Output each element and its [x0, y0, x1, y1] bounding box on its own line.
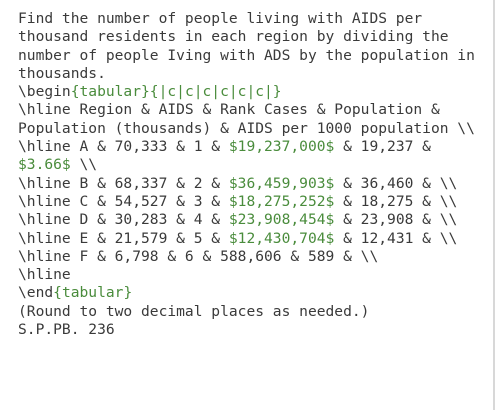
code-highlight: $23,908,454$	[228, 211, 335, 229]
text-line: \hline A & 70,333 & 1 & $19,237,000$ & 1…	[18, 138, 493, 156]
code-highlight: {tabular}	[53, 284, 133, 302]
text-segment: number of people Iving with ADS by the p…	[18, 46, 475, 64]
text-segment: \hline B & 68,337 & 2 &	[18, 174, 229, 192]
text-segment: (Round to two decimal places as needed.)	[18, 302, 370, 320]
text-segment: \hline D & 30,283 & 4 &	[18, 211, 229, 229]
text-segment: \hline Region & AIDS & Rank Cases & Popu…	[18, 101, 440, 119]
text-segment: \hline A & 70,333 & 1 &	[18, 138, 229, 156]
code-highlight: $12,430,704$	[228, 229, 335, 247]
text-segment: & 36,460 & \\	[334, 174, 458, 192]
text-line: \end{tabular}	[18, 284, 493, 302]
code-highlight: {tabular}{|c|c|c|c|c|c|}	[70, 83, 282, 101]
code-highlight: $18,275,252$	[228, 192, 335, 210]
text-segment: thousands.	[18, 64, 106, 82]
text-segment: & 12,431 & \\	[334, 229, 458, 247]
text-segment: & 18,275 & \\	[334, 192, 458, 210]
text-line: Population (thousands) & AIDS per 1000 p…	[18, 120, 493, 138]
text-segment: thousand residents in each region by div…	[18, 28, 449, 46]
text-segment: \begin	[18, 83, 71, 101]
text-segment: & 19,237 &	[334, 138, 431, 156]
text-segment: S.P.PB. 236	[18, 321, 115, 339]
text-segment: Find the number of people living with AI…	[18, 10, 423, 27]
text-segment: \\	[70, 156, 98, 174]
code-highlight: $3.66$	[18, 156, 71, 174]
text-line: \hline	[18, 266, 493, 284]
text-line: thousands.	[18, 65, 493, 83]
text-line: Find the number of people living with AI…	[18, 10, 493, 28]
text-segment: \end	[18, 284, 54, 302]
code-highlight: $19,237,000$	[228, 138, 335, 156]
text-segment: \hline E & 21,579 & 5 &	[18, 229, 229, 247]
text-segment: & 23,908 & \\	[334, 211, 458, 229]
text-segment: \hline	[18, 266, 71, 284]
text-segment: \hline F & 6,798 & 6 & 588,606 & 589 & \…	[18, 247, 379, 265]
text-line: (Round to two decimal places as needed.)	[18, 303, 493, 321]
text-line: \hline C & 54,527 & 3 & $18,275,252$ & 1…	[18, 193, 493, 211]
text-segment: \hline C & 54,527 & 3 &	[18, 192, 229, 210]
text-line: $3.66$ \\	[18, 156, 493, 174]
text-segment: Population (thousands) & AIDS per 1000 p…	[18, 119, 475, 137]
text-line: \hline F & 6,798 & 6 & 588,606 & 589 & \…	[18, 248, 493, 266]
text-line: \hline Region & AIDS & Rank Cases & Popu…	[18, 101, 493, 119]
text-line: thousand residents in each region by div…	[18, 28, 493, 46]
code-highlight: $36,459,903$	[228, 174, 335, 192]
text-line: \begin{tabular}{|c|c|c|c|c|c|}	[18, 83, 493, 101]
text-line: \hline E & 21,579 & 5 & $12,430,704$ & 1…	[18, 230, 493, 248]
text-line: number of people Iving with ADS by the p…	[18, 47, 493, 65]
text-line: \hline B & 68,337 & 2 & $36,459,903$ & 3…	[18, 175, 493, 193]
text-line: \hline D & 30,283 & 4 & $23,908,454$ & 2…	[18, 211, 493, 229]
text-line: S.P.PB. 236	[18, 321, 493, 339]
